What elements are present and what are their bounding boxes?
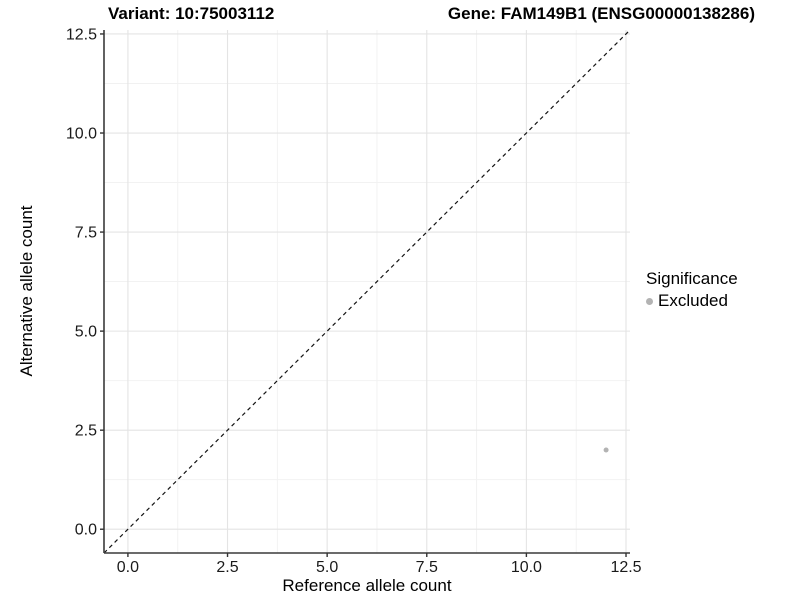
- x-tick-label: 10.0: [511, 559, 542, 576]
- plot-title-gene: Gene: FAM149B1 (ENSG00000138286): [447, 4, 755, 23]
- x-tick-label: 7.5: [416, 559, 438, 576]
- y-tick-label: 7.5: [75, 225, 97, 242]
- y-axis-title: Alternative allele count: [17, 205, 36, 377]
- legend-point-swatch: [646, 297, 653, 305]
- plot-title-variant: Variant: 10:75003112: [108, 4, 275, 23]
- identity-reference-line: [103, 29, 631, 554]
- x-tick-label: 0.0: [117, 559, 139, 576]
- y-tick-label: 10.0: [66, 126, 97, 143]
- legend-item-excluded: Excluded: [646, 291, 738, 311]
- x-tick-label: 2.5: [216, 559, 238, 576]
- y-tick-label: 0.0: [75, 522, 97, 539]
- x-tick-label: 5.0: [316, 559, 338, 576]
- y-tick-label: 5.0: [75, 324, 97, 341]
- legend-item-label: Excluded: [658, 291, 728, 310]
- x-tick-label: 12.5: [610, 559, 641, 576]
- y-tick-label: 12.5: [66, 26, 97, 43]
- data-point-excluded: [603, 447, 609, 453]
- y-tick-label: 2.5: [75, 423, 97, 440]
- legend: Significance Excluded: [646, 269, 738, 311]
- legend-title: Significance: [646, 269, 738, 288]
- x-axis-title: Reference allele count: [282, 576, 452, 595]
